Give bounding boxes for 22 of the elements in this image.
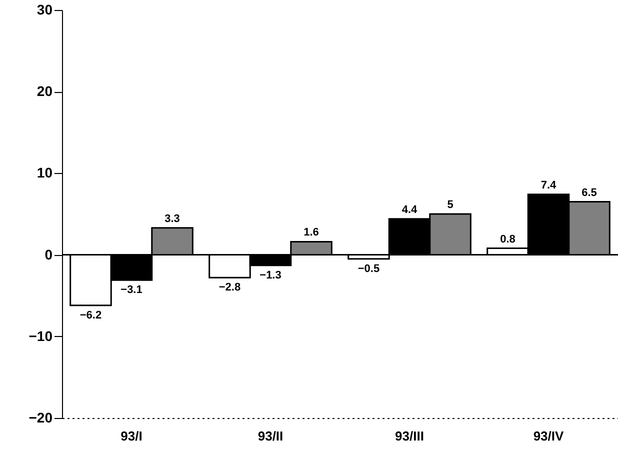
data-label: 5 [447,199,454,211]
y-tick-label: 10 [36,164,53,181]
data-label: −1.3 [260,269,282,282]
data-label: −3.1 [120,284,142,296]
data-label: 0.8 [500,233,516,246]
x-tick-label: 93/II [258,428,284,444]
data-label: 1.6 [304,226,319,239]
data-label: −2.8 [218,282,241,294]
y-tick-label: 30 [36,2,53,18]
x-tick-label: 93/IV [533,428,564,444]
y-tick-label: −10 [28,328,53,344]
data-label: −6.2 [80,309,102,322]
data-label: 6.5 [582,186,597,199]
y-tick-label: 20 [36,83,53,100]
y-tick-label: 0 [44,246,53,262]
y-tick-label: −20 [28,410,53,426]
data-label: 3.3 [164,212,180,225]
data-label: 7.4 [540,179,558,192]
data-label: 4.4 [402,204,418,216]
x-tick-label: 93/I [120,428,142,444]
x-tick-label: 93/III [395,428,424,444]
data-label: −0.5 [358,262,380,275]
